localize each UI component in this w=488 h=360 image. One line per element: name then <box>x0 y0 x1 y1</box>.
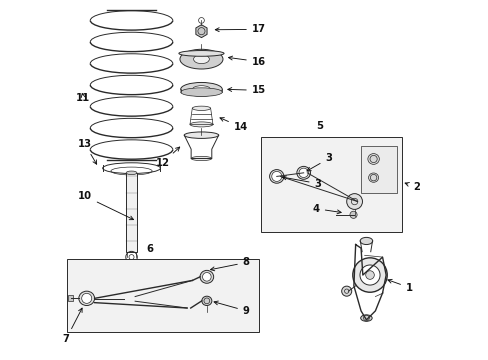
Circle shape <box>352 258 386 292</box>
Circle shape <box>359 265 379 285</box>
Text: 14: 14 <box>220 118 247 132</box>
Ellipse shape <box>296 166 310 179</box>
Polygon shape <box>196 25 206 38</box>
Ellipse shape <box>179 50 224 56</box>
Text: 5: 5 <box>316 121 323 131</box>
Ellipse shape <box>191 156 211 161</box>
Ellipse shape <box>269 170 284 183</box>
Circle shape <box>298 168 308 177</box>
Text: 3: 3 <box>282 176 321 189</box>
Ellipse shape <box>360 237 372 244</box>
Ellipse shape <box>367 154 379 165</box>
Ellipse shape <box>126 171 137 175</box>
Circle shape <box>81 293 92 303</box>
Circle shape <box>341 286 351 296</box>
Text: 9: 9 <box>214 301 249 316</box>
Text: 2: 2 <box>404 182 419 192</box>
Circle shape <box>271 171 281 181</box>
Ellipse shape <box>193 55 209 64</box>
Ellipse shape <box>180 49 223 69</box>
Text: 1: 1 <box>387 279 412 293</box>
Text: 11: 11 <box>76 93 90 103</box>
Circle shape <box>349 211 356 219</box>
Circle shape <box>202 273 211 281</box>
Ellipse shape <box>192 86 210 93</box>
Bar <box>126 173 137 252</box>
Ellipse shape <box>192 106 210 111</box>
Ellipse shape <box>202 296 211 306</box>
Text: 12: 12 <box>155 147 179 168</box>
Bar <box>67 259 258 332</box>
Ellipse shape <box>184 132 218 138</box>
Text: 10: 10 <box>78 191 133 220</box>
Text: 7: 7 <box>62 308 82 344</box>
Text: 17: 17 <box>215 24 265 35</box>
Text: 13: 13 <box>78 139 97 164</box>
Text: 6: 6 <box>146 244 153 255</box>
Circle shape <box>365 271 373 279</box>
Ellipse shape <box>180 82 222 96</box>
Ellipse shape <box>360 315 371 321</box>
Bar <box>68 296 73 301</box>
Ellipse shape <box>368 173 378 182</box>
Text: 4: 4 <box>312 204 341 214</box>
Text: 16: 16 <box>228 56 265 67</box>
Text: 8: 8 <box>210 257 249 271</box>
Ellipse shape <box>190 122 212 127</box>
Ellipse shape <box>79 291 94 306</box>
Bar <box>360 146 396 193</box>
Ellipse shape <box>180 88 222 96</box>
Text: 3: 3 <box>306 153 331 171</box>
Text: 15: 15 <box>227 85 265 95</box>
Ellipse shape <box>200 270 213 283</box>
Bar <box>260 137 402 232</box>
Circle shape <box>346 194 362 210</box>
